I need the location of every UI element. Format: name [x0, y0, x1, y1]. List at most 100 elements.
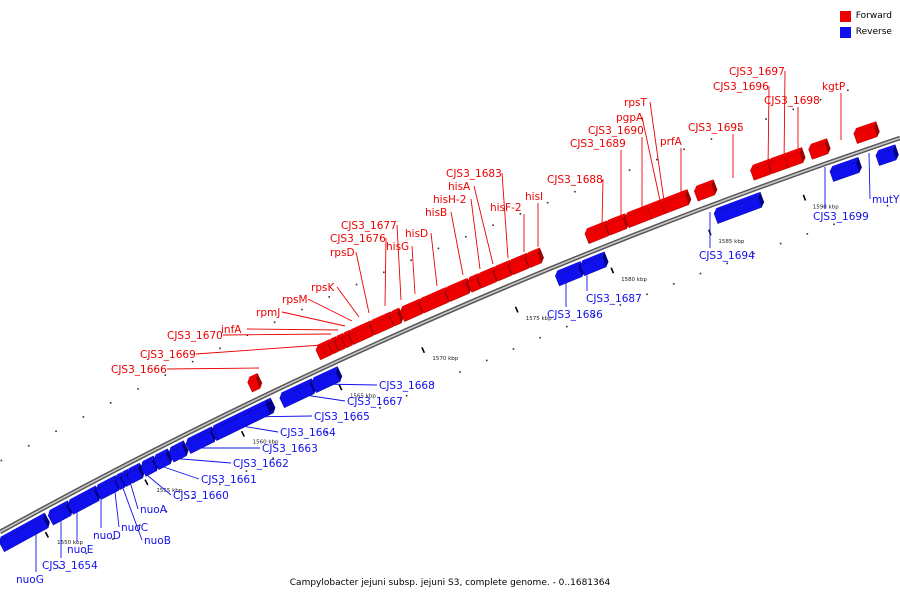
gene-label-infA[interactable]: infA [221, 324, 339, 336]
gene-label-text: rpsT [624, 97, 647, 109]
gene-feature-CJS3_1668[interactable] [310, 366, 344, 393]
gene-label-prfA[interactable]: prfA [660, 136, 683, 197]
gene-label-CJS3_1666[interactable]: CJS3_1666 [111, 364, 260, 376]
gene-label-hisF-2[interactable]: hisF-2 [490, 202, 525, 252]
gene-feature-prfA[interactable] [693, 179, 719, 202]
track-dot [464, 235, 467, 238]
gene-feature-top [279, 378, 312, 398]
gene-feature-CJS3_1699[interactable] [828, 156, 863, 182]
gene-feature-hisI[interactable] [524, 247, 545, 269]
track-dot [432, 383, 435, 385]
gene-feature-CJS3_1694[interactable] [713, 191, 766, 224]
gene-label-CJS3_1677[interactable]: CJS3_1677 [341, 220, 402, 301]
gene-label-rpsM[interactable]: rpsM [282, 294, 353, 322]
gene-label-hisH-2[interactable]: hisH-2 [433, 194, 481, 270]
gene-label-text: nuoC [121, 522, 148, 534]
gene-label-CJS3_1696[interactable]: CJS3_1696 [713, 81, 770, 172]
gene-label-nuoE[interactable]: nuoE [67, 496, 93, 556]
track-dot [683, 148, 685, 151]
gene-label-CJS3_1694[interactable]: CJS3_1694 [699, 212, 755, 262]
gene-label-text: CJS3_1686 [547, 309, 603, 321]
gene-label-CJS3_1654[interactable]: CJS3_1654 [42, 512, 98, 572]
track-dot [410, 259, 412, 262]
track-dot [299, 444, 301, 447]
gene-label-CJS3_1687[interactable]: CJS3_1687 [586, 262, 642, 305]
gene-label-CJS3_1663[interactable]: CJS3_1663 [194, 443, 318, 455]
gene-label-CJS3_1697[interactable]: CJS3_1697 [729, 66, 786, 167]
gene-label-CJS3_1686[interactable]: CJS3_1686 [547, 267, 603, 321]
gene-label-CJS3_1699[interactable]: CJS3_1699 [813, 167, 869, 223]
gene-feature-CJS3_1654[interactable] [46, 500, 75, 526]
gene-label-nuoG[interactable]: nuoG [16, 518, 44, 586]
gene-feature-body [353, 325, 374, 343]
gene-label-CJS3_1667[interactable]: CJS3_1667 [291, 392, 403, 408]
gene-feature-top [829, 156, 859, 172]
gene-label-CJS3_1683[interactable]: CJS3_1683 [446, 168, 509, 259]
gene-label-CJS3_1661[interactable]: CJS3_1661 [154, 463, 257, 486]
track-dot [245, 470, 248, 472]
gene-label-nuoB[interactable]: nuoB [119, 479, 171, 547]
gene-label-leader [307, 298, 353, 322]
gene-label-CJS3_1690[interactable]: CJS3_1690 [588, 125, 644, 212]
track-dot [273, 321, 276, 324]
gene-feature-rpsT[interactable] [660, 189, 693, 215]
gene-label-hisG[interactable]: hisG [386, 241, 416, 295]
gene-label-CJS3_1670[interactable]: CJS3_1670 [167, 330, 332, 342]
gene-label-nuoA[interactable]: nuoA [127, 474, 168, 516]
gene-label-nuoC[interactable]: nuoC [113, 482, 148, 534]
gene-feature-CJS3_1698[interactable] [807, 138, 832, 160]
gene-label-text: rpsM [282, 294, 308, 306]
track-dot [325, 431, 328, 434]
gene-label-hisA[interactable]: hisA [448, 181, 494, 265]
gene-label-hisI[interactable]: hisI [525, 191, 543, 247]
gene-feature-nuoA[interactable] [125, 462, 146, 484]
gene-feature-mutY[interactable] [874, 144, 900, 166]
track-dot [164, 374, 167, 376]
gene-label-leader [281, 311, 346, 327]
gene-feature-body [120, 474, 132, 487]
gene-label-nuoD[interactable]: nuoD [93, 484, 121, 542]
gene-label-text: infA [221, 324, 242, 336]
kbp-tick-label: 1590 kbp [813, 205, 839, 211]
gene-label-leader [473, 185, 494, 265]
gene-feature-CJS3_1677[interactable] [388, 307, 405, 327]
gene-label-pgpA[interactable]: pgpA [616, 112, 662, 206]
gene-label-mutY[interactable]: mutY [868, 152, 900, 206]
gene-label-CJS3_1676[interactable]: CJS3_1676 [330, 233, 387, 307]
gene-feature-CJS3_1665[interactable] [212, 399, 274, 440]
track-dot [383, 271, 385, 274]
kbp-tick-mark [240, 430, 246, 437]
gene-feature-CJS3_1661[interactable] [152, 448, 174, 470]
gene-feature-body [95, 480, 120, 500]
gene-label-text: CJS3_1697 [729, 66, 785, 78]
gene-label-CJS3_1662[interactable]: CJS3_1662 [169, 457, 289, 470]
gene-label-CJS3_1665[interactable]: CJS3_1665 [235, 411, 370, 423]
gene-feature-body [853, 126, 878, 144]
gene-label-rpsD[interactable]: rpsD [330, 247, 370, 314]
gene-feature-CJS3_1660[interactable] [139, 455, 160, 477]
gene-feature-kgtP[interactable] [852, 121, 881, 144]
gene-label-rpmJ[interactable]: rpmJ [256, 307, 346, 327]
gene-feature-hisB[interactable] [444, 277, 474, 303]
gene-label-CJS3_1660[interactable]: CJS3_1660 [140, 469, 229, 502]
gene-feature-top [315, 341, 325, 350]
genome-axis [0, 135, 900, 534]
gene-label-rpsT[interactable]: rpsT [624, 97, 665, 202]
gene-feature-CJS3_1666[interactable] [246, 373, 264, 393]
gene-label-kgtP[interactable]: kgtP [822, 81, 845, 140]
gene-label-CJS3_1669[interactable]: CJS3_1669 [140, 344, 323, 361]
gene-label-CJS3_1698[interactable]: CJS3_1698 [764, 95, 820, 162]
gene-label-CJS3_1688[interactable]: CJS3_1688 [547, 174, 604, 226]
gene-label-hisB[interactable]: hisB [425, 207, 464, 276]
gene-label-CJS3_1689[interactable]: CJS3_1689 [570, 138, 626, 219]
gene-label-CJS3_1695[interactable]: CJS3_1695 [688, 122, 744, 178]
gene-label-CJS3_1668[interactable]: CJS3_1668 [319, 380, 435, 392]
gene-feature-CJS3_1697[interactable] [783, 147, 807, 169]
gene-feature-body [750, 163, 772, 181]
gene-label-text: hisG [386, 241, 409, 253]
gene-label-rpsK[interactable]: rpsK [311, 282, 360, 318]
track-dot [539, 336, 541, 339]
gene-feature-CJS3_1667[interactable] [278, 378, 318, 409]
gene-label-hisD[interactable]: hisD [405, 228, 438, 287]
gene-label-CJS3_1664[interactable]: CJS3_1664 [235, 424, 336, 439]
